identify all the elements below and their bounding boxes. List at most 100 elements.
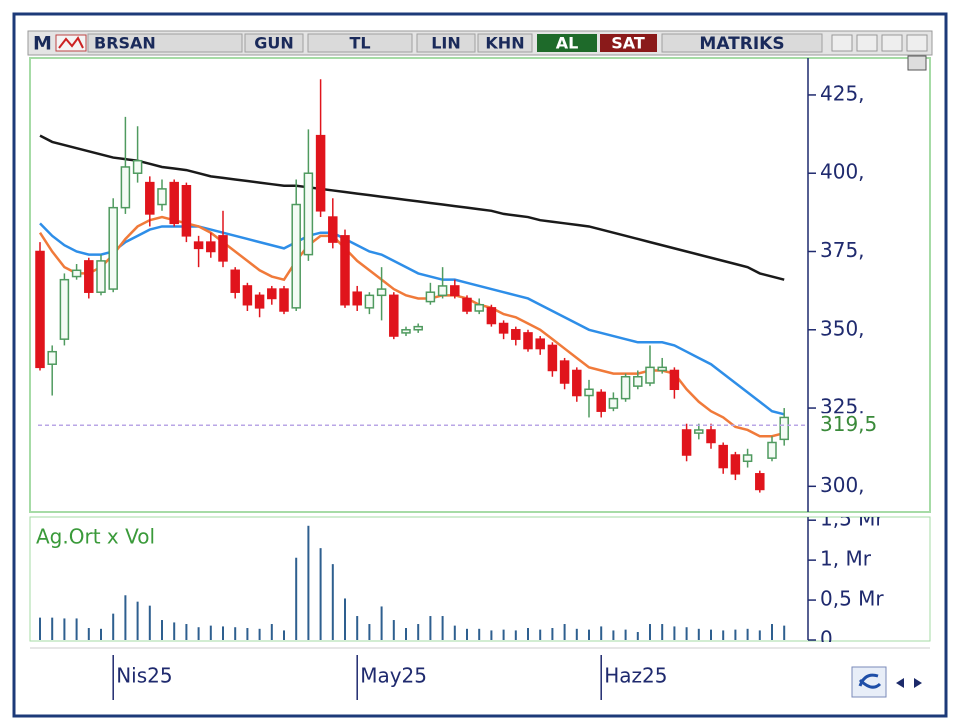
volume-bar xyxy=(783,625,786,640)
period-button[interactable] xyxy=(244,33,304,53)
volume-bar xyxy=(100,628,102,640)
volume-bar xyxy=(649,624,651,640)
scroll-arrows[interactable] xyxy=(896,678,922,688)
minimize-button[interactable] xyxy=(856,34,878,52)
volume-title: Ag.Ort x Vol xyxy=(36,525,155,549)
volume-bar xyxy=(734,629,737,640)
volume-bar xyxy=(356,616,359,640)
volume-bar xyxy=(185,624,188,640)
candle-body xyxy=(730,454,741,475)
candle-body xyxy=(462,297,472,312)
candle-body xyxy=(376,288,387,297)
candle-body xyxy=(242,285,253,306)
x-tick-label: Haz25 xyxy=(604,664,667,688)
x-tick-label: Nis25 xyxy=(116,664,172,688)
volume-bar xyxy=(75,618,78,640)
sell-button[interactable] xyxy=(600,34,657,52)
volume-bar xyxy=(746,628,749,640)
candle-body xyxy=(59,278,70,340)
volume-bar xyxy=(514,630,517,640)
volume-bar xyxy=(222,626,224,640)
candle-body xyxy=(157,188,167,206)
menu-button[interactable] xyxy=(831,34,853,52)
volume-bar xyxy=(87,628,90,640)
volume-panel xyxy=(29,516,931,642)
y-tick-label: 1, Mr xyxy=(820,547,872,571)
scale: LIN xyxy=(431,34,461,53)
y-tick-label: 0 xyxy=(820,627,833,651)
candle-body xyxy=(584,388,594,397)
candle-body xyxy=(352,291,362,306)
volume-bar xyxy=(331,564,334,640)
y-tick-label: 400, xyxy=(820,160,865,184)
volume-bar xyxy=(661,624,664,640)
close-button[interactable] xyxy=(906,34,928,52)
y-tick-label: 350, xyxy=(820,316,865,340)
candle-body xyxy=(120,166,131,209)
volume-axis-labels: 0 0,5 Mr 1, Mr 1,5 Mr xyxy=(820,517,884,651)
brand: MATRIKS xyxy=(699,34,784,54)
candle-body xyxy=(108,206,118,290)
mode-button[interactable] xyxy=(477,33,533,53)
candle-body xyxy=(47,350,57,365)
maximize-button[interactable] xyxy=(881,34,903,52)
candle-body xyxy=(206,241,216,253)
volume-bar xyxy=(124,595,127,640)
y-tick-label: 425, xyxy=(820,81,865,105)
candle-body xyxy=(657,366,667,372)
brand-box xyxy=(661,33,823,53)
candle-body xyxy=(169,181,179,225)
buy-button[interactable] xyxy=(537,34,597,52)
volume-bar xyxy=(307,525,310,640)
refresh-button[interactable] xyxy=(851,666,887,698)
candle-body xyxy=(145,181,155,215)
candle-body xyxy=(96,260,106,293)
scale-button[interactable] xyxy=(416,33,476,53)
candle-body xyxy=(523,332,533,350)
mode: KHN xyxy=(485,34,524,53)
buy: AL xyxy=(556,34,579,53)
volume-bar xyxy=(234,627,237,640)
volume-bar xyxy=(429,616,432,640)
candle-body xyxy=(706,429,716,444)
volume-bar xyxy=(697,628,700,640)
symbol-box[interactable] xyxy=(87,33,243,53)
candle-body xyxy=(498,322,509,334)
candle-body xyxy=(755,473,765,491)
volume-bar xyxy=(600,626,603,640)
currency-button[interactable] xyxy=(307,33,413,53)
candle-body xyxy=(181,184,192,237)
candle-body xyxy=(132,159,143,174)
volume-bar xyxy=(685,627,688,640)
candle-body xyxy=(315,134,326,212)
volume-bar xyxy=(246,628,249,640)
panel-button[interactable] xyxy=(907,55,927,71)
candle-body xyxy=(230,269,240,293)
candle-body xyxy=(84,260,94,293)
candle-body xyxy=(401,329,411,334)
candle-body xyxy=(572,369,582,397)
volume-bar xyxy=(63,618,66,640)
y-tick-label: 0,5 Mr xyxy=(820,587,884,611)
candle-body xyxy=(486,307,497,325)
moving-average xyxy=(39,134,785,281)
icon-glyph xyxy=(58,36,84,49)
volume-bar xyxy=(551,628,554,640)
volume-bar xyxy=(283,630,285,640)
volume-bar xyxy=(417,624,420,640)
candle-body xyxy=(450,285,460,297)
y-tick-label: 300, xyxy=(820,473,865,497)
volume-bar xyxy=(624,629,627,640)
volume-bar xyxy=(466,628,468,640)
volume-bar xyxy=(758,630,761,640)
volume-bar xyxy=(563,624,566,640)
candle-body xyxy=(742,454,753,463)
candle-body xyxy=(389,294,399,337)
logo: M xyxy=(33,33,52,55)
last-price-label: 319,5 xyxy=(820,412,877,436)
period: GUN xyxy=(254,34,294,53)
candle-body xyxy=(669,369,680,391)
candle-body xyxy=(413,325,423,331)
volume-bar xyxy=(392,620,395,640)
currency: TL xyxy=(349,34,370,53)
